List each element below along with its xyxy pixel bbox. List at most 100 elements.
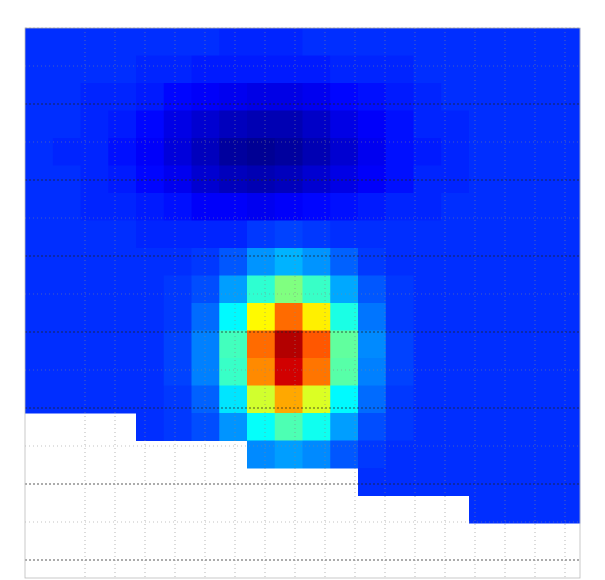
heat-cell — [219, 358, 248, 386]
heat-cell — [219, 165, 248, 194]
heat-cell — [25, 138, 54, 166]
heat-cell — [413, 303, 442, 331]
heat-cell — [247, 385, 276, 414]
heat-cell — [413, 83, 442, 111]
heat-cell — [80, 220, 109, 249]
heat-cell — [385, 303, 414, 331]
heat-cell — [25, 193, 54, 221]
heat-cell — [524, 330, 553, 359]
heat-cell — [274, 248, 303, 276]
heat-cell — [136, 385, 165, 414]
heat-cell — [163, 330, 192, 359]
heat-cell — [469, 413, 498, 441]
heat-cell — [358, 275, 387, 304]
heat-cell — [163, 55, 192, 84]
heat-cell — [441, 55, 470, 84]
heat-cell — [552, 110, 581, 139]
heat-cell — [552, 193, 581, 221]
heat-cell — [136, 55, 165, 84]
heat-cell — [552, 165, 581, 194]
heat-cell — [330, 330, 359, 359]
heat-cell — [496, 413, 525, 441]
heat-cell — [413, 55, 442, 84]
heat-cell — [524, 358, 553, 386]
heat-cell — [108, 138, 137, 166]
heat-cell — [25, 165, 54, 194]
heat-cell — [219, 330, 248, 359]
heat-cell — [552, 468, 581, 496]
heat-cell — [191, 385, 220, 414]
heat-cell — [330, 275, 359, 304]
heat-cell — [247, 83, 276, 111]
heat-cell — [108, 358, 137, 386]
heat-cell — [247, 248, 276, 276]
heat-cell — [108, 220, 137, 249]
heat-cell — [274, 138, 303, 166]
heat-cell — [108, 248, 137, 276]
heat-cell — [385, 138, 414, 166]
heat-cell — [524, 385, 553, 414]
heat-cell — [358, 55, 387, 84]
heat-cell — [469, 193, 498, 221]
heat-cell — [302, 138, 331, 166]
heat-cell — [52, 248, 81, 276]
heat-cell — [496, 275, 525, 304]
heat-cell — [330, 83, 359, 111]
heat-cell — [302, 55, 331, 84]
heat-cell — [52, 330, 81, 359]
heat-cell — [191, 358, 220, 386]
heat-cell — [163, 413, 192, 441]
heat-cell — [441, 248, 470, 276]
heat-cell — [219, 248, 248, 276]
heat-cell — [302, 303, 331, 331]
heat-cell — [358, 28, 387, 56]
heat-cell — [330, 193, 359, 221]
heat-cell — [524, 28, 553, 56]
heat-cell — [524, 193, 553, 221]
heat-cell — [191, 110, 220, 139]
heat-cell — [524, 495, 553, 524]
heat-cell — [163, 303, 192, 331]
heat-cell — [163, 165, 192, 194]
heat-cell — [496, 220, 525, 249]
heat-cell — [25, 28, 54, 56]
heat-cell — [441, 28, 470, 56]
heat-cell — [302, 110, 331, 139]
heat-cell — [52, 193, 81, 221]
heat-cell — [385, 413, 414, 441]
heat-cell — [302, 358, 331, 386]
heat-cell — [52, 110, 81, 139]
heat-cell — [302, 413, 331, 441]
heat-cell — [108, 193, 137, 221]
heat-cell — [441, 83, 470, 111]
heat-cell — [385, 83, 414, 111]
heat-cell — [330, 385, 359, 414]
heat-cell — [136, 165, 165, 194]
heat-cell — [163, 358, 192, 386]
heat-cell — [274, 55, 303, 84]
heat-cell — [358, 358, 387, 386]
heat-cell — [191, 193, 220, 221]
heat-cell — [191, 28, 220, 56]
heat-cell — [136, 220, 165, 249]
heat-cell — [496, 468, 525, 496]
heat-cell — [469, 83, 498, 111]
heat-cell — [469, 138, 498, 166]
heat-cell — [469, 385, 498, 414]
heat-cell — [274, 440, 303, 469]
heat-cell — [219, 193, 248, 221]
heat-cell — [358, 138, 387, 166]
heat-cell — [441, 275, 470, 304]
heat-cell — [163, 248, 192, 276]
heat-cell — [552, 55, 581, 84]
heat-cell — [441, 330, 470, 359]
heat-cell — [385, 468, 414, 496]
heat-cell — [496, 248, 525, 276]
heat-cell — [358, 110, 387, 139]
heat-cell — [358, 83, 387, 111]
heat-cell — [219, 138, 248, 166]
heat-cell — [52, 275, 81, 304]
heat-cell — [191, 83, 220, 111]
